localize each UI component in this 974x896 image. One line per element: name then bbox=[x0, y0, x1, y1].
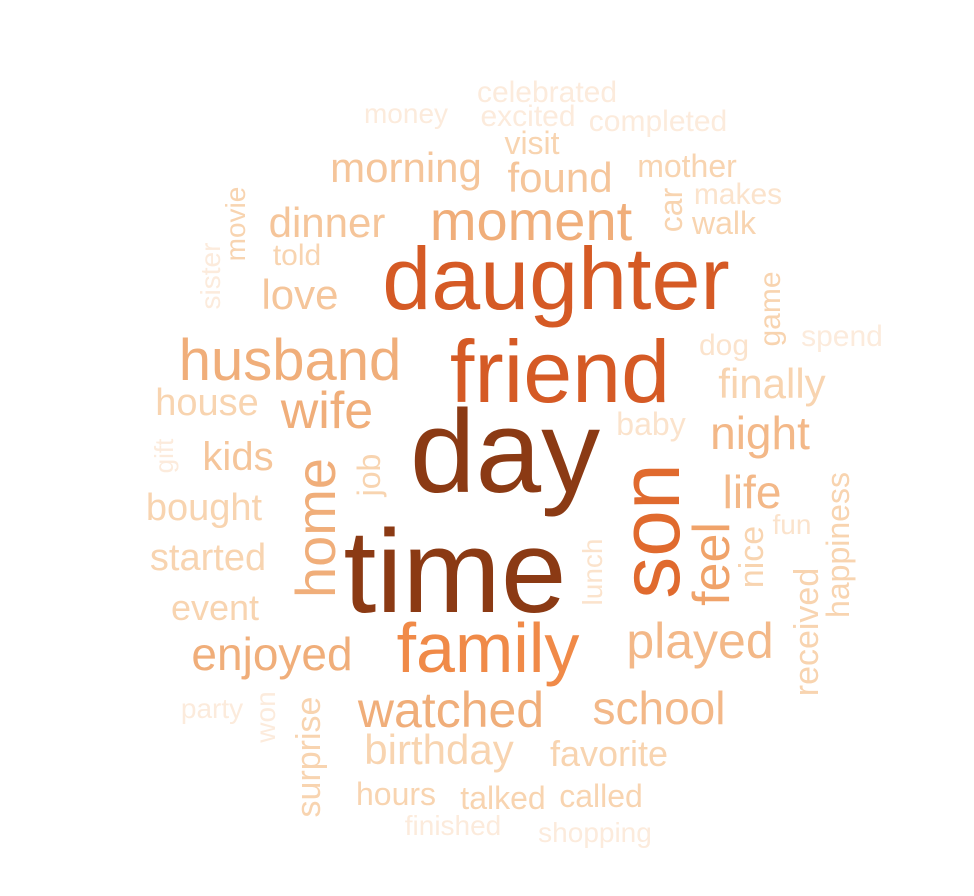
word-day: day bbox=[409, 386, 601, 518]
word-dog: dog bbox=[698, 329, 750, 362]
word-fun: fun bbox=[772, 509, 812, 540]
word-excited: excited bbox=[480, 100, 576, 133]
word-received: received bbox=[788, 567, 826, 697]
word-nice: nice bbox=[733, 525, 771, 589]
word-daughter: daughter bbox=[382, 229, 730, 328]
word-family: family bbox=[396, 609, 580, 687]
word-hours: hours bbox=[355, 776, 437, 812]
word-called: called bbox=[559, 778, 643, 814]
word-school: school bbox=[592, 682, 726, 734]
word-won: won bbox=[250, 691, 281, 743]
word-house: house bbox=[155, 382, 259, 424]
word-night: night bbox=[710, 407, 810, 459]
word-event: event bbox=[170, 587, 260, 628]
word-friend: friend bbox=[449, 322, 671, 421]
word-time: time bbox=[343, 506, 567, 638]
word-movie: movie bbox=[220, 186, 251, 262]
word-enjoyed: enjoyed bbox=[191, 628, 353, 680]
word-lunch: lunch bbox=[577, 538, 608, 606]
word-husband: husband bbox=[178, 328, 402, 393]
word-car: car bbox=[653, 187, 689, 233]
word-love: love bbox=[261, 271, 339, 318]
word-birthday: birthday bbox=[364, 726, 514, 773]
word-gift: gift bbox=[149, 438, 179, 474]
word-finally: finally bbox=[718, 360, 826, 407]
word-watched: watched bbox=[357, 682, 545, 738]
word-bought: bought bbox=[145, 487, 263, 529]
word-baby: baby bbox=[616, 406, 686, 442]
word-visit: visit bbox=[504, 125, 560, 161]
word-walk: walk bbox=[691, 205, 757, 241]
word-moment: moment bbox=[429, 189, 633, 252]
word-found: found bbox=[507, 154, 613, 201]
word-makes: makes bbox=[693, 178, 783, 211]
word-started: started bbox=[149, 537, 267, 579]
word-happiness: happiness bbox=[820, 472, 856, 618]
word-finished: finished bbox=[404, 810, 502, 841]
word-told: told bbox=[272, 239, 322, 272]
word-job: job bbox=[351, 453, 387, 497]
word-completed: completed bbox=[588, 105, 728, 138]
word-wife: wife bbox=[280, 382, 374, 440]
word-game: game bbox=[754, 271, 787, 347]
word-feel: feel bbox=[683, 522, 741, 606]
word-money: money bbox=[363, 98, 449, 129]
word-son: son bbox=[603, 463, 697, 599]
word-celebrated: celebrated bbox=[476, 76, 618, 109]
word-home: home bbox=[284, 457, 347, 599]
word-spend: spend bbox=[801, 320, 883, 353]
word-life: life bbox=[722, 466, 782, 518]
word-mother: mother bbox=[637, 148, 737, 184]
word-sister: sister bbox=[195, 242, 226, 310]
word-kids: kids bbox=[202, 435, 274, 479]
word-talked: talked bbox=[460, 780, 546, 816]
word-party: party bbox=[180, 693, 244, 724]
word-dinner: dinner bbox=[268, 199, 386, 246]
word-morning: morning bbox=[330, 144, 482, 191]
word-shopping: shopping bbox=[538, 817, 652, 848]
word-played: played bbox=[626, 613, 774, 669]
word-favorite: favorite bbox=[549, 733, 669, 774]
word-surprise: surprise bbox=[290, 696, 328, 818]
